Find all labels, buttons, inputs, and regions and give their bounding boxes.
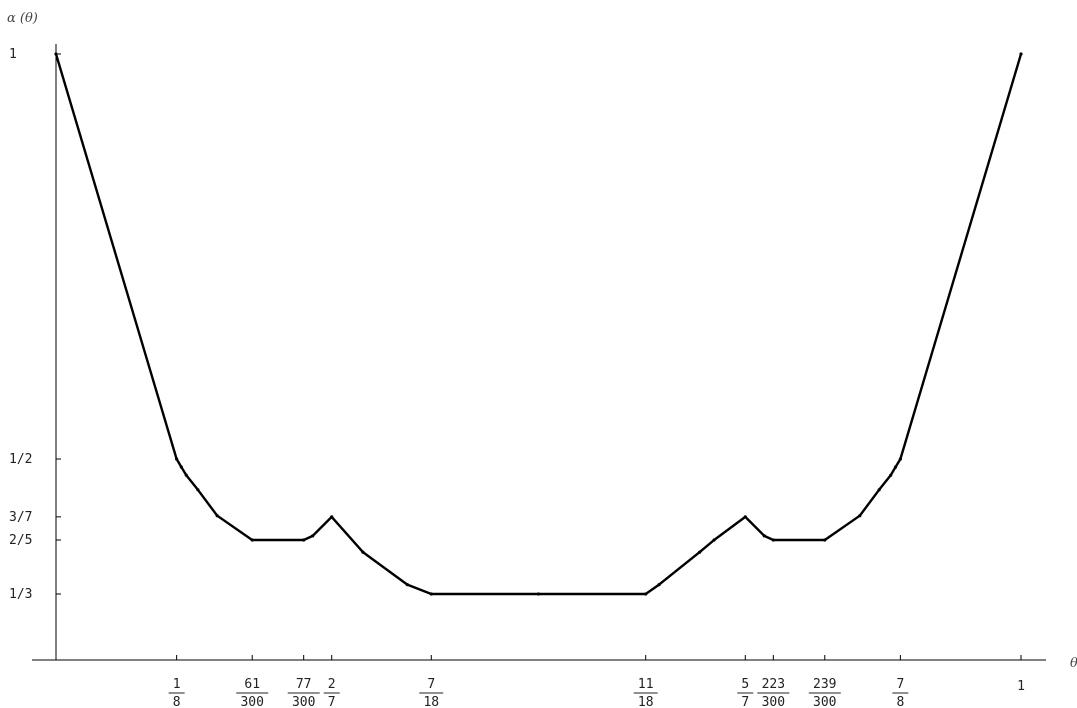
data-point — [179, 465, 183, 469]
x-tick-denominator: 300 — [240, 695, 263, 708]
x-tick-denominator: 300 — [813, 695, 836, 708]
x-tick-numerator: 77 — [296, 677, 312, 692]
x-tick-denominator: 18 — [638, 695, 654, 708]
y-tick-label: 1 — [9, 47, 17, 62]
x-tick-denominator: 7 — [328, 695, 336, 708]
data-point — [762, 534, 766, 538]
data-point — [698, 550, 702, 554]
y-tick-label: 2/5 — [9, 533, 32, 548]
x-tick-numerator: 2 — [328, 677, 336, 692]
data-point — [771, 538, 775, 542]
data-point — [250, 538, 254, 542]
data-point — [175, 457, 179, 461]
x-tick-numerator: 1 — [173, 677, 181, 692]
data-point — [311, 534, 315, 538]
axes — [32, 44, 1046, 661]
data-point — [823, 538, 827, 542]
series-line-0 — [54, 53, 1023, 596]
series-group — [54, 52, 1023, 596]
x-tick-numerator: 7 — [427, 677, 435, 692]
data-point — [361, 550, 365, 554]
x-axis-label: θ — [1070, 656, 1077, 671]
y-tick-label: 1/2 — [9, 452, 32, 467]
x-tick-denominator: 300 — [762, 695, 785, 708]
data-point — [858, 514, 862, 518]
data-point — [893, 465, 898, 469]
x-tick-denominator: 7 — [741, 695, 749, 708]
y-ticks: 1 1/2 3/7 2/5 1/3 — [9, 47, 61, 602]
data-point — [196, 488, 200, 492]
y-tick-label: 1/3 — [9, 587, 32, 602]
data-point — [712, 538, 716, 542]
y-tick-label: 3/7 — [9, 510, 32, 525]
x-tick-denominator: 8 — [896, 695, 904, 708]
x-tick-denominator: 18 — [423, 695, 439, 708]
data-point — [743, 515, 747, 519]
data-point — [536, 592, 541, 596]
data-point — [429, 592, 433, 596]
data-point — [330, 515, 334, 519]
x-tick-label: 1 — [1017, 679, 1025, 694]
data-point — [405, 583, 409, 587]
x-tick-numerator: 11 — [638, 677, 654, 692]
x-tick-numerator: 7 — [896, 677, 904, 692]
x-tick-numerator: 61 — [244, 677, 260, 692]
data-point — [877, 488, 881, 492]
x-tick-denominator: 8 — [173, 695, 181, 708]
data-point — [184, 473, 188, 477]
x-tick-numerator: 5 — [741, 677, 749, 692]
data-point — [1019, 52, 1023, 56]
y-axis-label: α (θ) — [7, 11, 38, 26]
data-point — [215, 514, 219, 518]
x-tick-denominator: 300 — [292, 695, 315, 708]
data-point — [302, 538, 306, 542]
data-point — [657, 583, 661, 587]
x-tick-numerator: 223 — [762, 677, 785, 692]
data-point — [898, 457, 903, 461]
x-tick-numerator: 239 — [813, 677, 836, 692]
data-point — [644, 592, 648, 596]
data-point — [889, 473, 893, 477]
